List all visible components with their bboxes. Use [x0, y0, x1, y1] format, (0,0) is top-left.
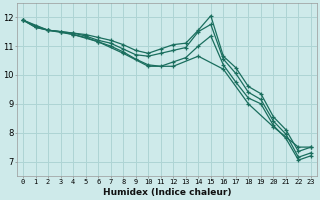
X-axis label: Humidex (Indice chaleur): Humidex (Indice chaleur): [103, 188, 231, 197]
